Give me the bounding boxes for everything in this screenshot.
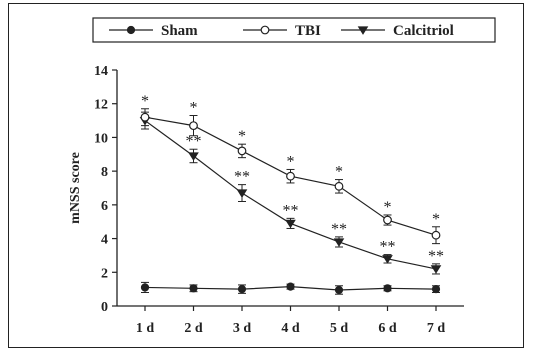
- x-tick-label: 3 d: [233, 321, 252, 336]
- data-point: [430, 265, 442, 274]
- y-tick-label: 4: [101, 233, 108, 248]
- chart-frame: Sham TBI Calcitriol 0 2 4 6 8 10 12 14 1 d 2 d 3 d 4…: [8, 3, 524, 348]
- x-tick-label: 7 d: [427, 321, 446, 336]
- series-layer: ************* ******: [139, 93, 444, 295]
- data-point: [237, 285, 247, 294]
- legend-label: Sham: [161, 23, 198, 39]
- significance-label: *: [190, 100, 198, 117]
- significance-label: *: [238, 128, 246, 145]
- data-point: [431, 285, 441, 294]
- series-calcitriol: ************: [139, 111, 444, 275]
- data-point: [383, 284, 392, 293]
- legend-label: Calcitriol: [393, 23, 454, 39]
- significance-label: *: [432, 211, 440, 228]
- x-tick-label: 1 d: [136, 321, 155, 336]
- y-tick-label: 14: [94, 64, 108, 79]
- significance-label: **: [186, 133, 202, 150]
- data-point: [140, 112, 150, 122]
- significance-label: *: [384, 199, 392, 216]
- series-sham: [140, 281, 441, 295]
- y-tick-label: 0: [101, 300, 108, 315]
- legend-item-sham: Sham: [109, 23, 198, 39]
- legend-marker: [260, 25, 270, 35]
- legend-marker: [126, 25, 136, 35]
- data-point: [334, 285, 344, 295]
- y-tick-label: 8: [101, 165, 108, 180]
- legend-label: TBI: [295, 23, 321, 39]
- y-tick-label: 10: [94, 131, 108, 146]
- significance-label: **: [331, 221, 347, 238]
- x-tick-label: 5 d: [330, 321, 349, 336]
- significance-label: **: [234, 169, 250, 186]
- legend-item-tbi: TBI: [243, 23, 321, 39]
- data-point: [285, 219, 296, 229]
- data-point: [383, 215, 392, 225]
- y-tick-label: 2: [101, 266, 108, 281]
- data-point: [431, 230, 441, 240]
- x-tick-label: 6 d: [378, 321, 397, 336]
- significance-label: **: [428, 248, 444, 265]
- data-point: [333, 238, 345, 247]
- data-point: [189, 284, 198, 293]
- data-point: [189, 121, 198, 131]
- significance-label: *: [335, 164, 343, 181]
- x-tick-label: 4 d: [281, 321, 300, 336]
- significance-label: **: [380, 239, 396, 256]
- data-point: [286, 171, 295, 181]
- data-point: [334, 181, 344, 191]
- y-axis-label: mNSS score: [68, 152, 83, 224]
- significance-label: **: [283, 202, 299, 219]
- chart-svg: Sham TBI Calcitriol 0 2 4 6 8 10 12 14 1 d 2 d 3 d 4…: [68, 17, 496, 336]
- data-point: [237, 146, 247, 156]
- data-point: [286, 282, 295, 291]
- axes: 0 2 4 6 8 10 12 14 1 d 2 d 3 d 4 d 5 d 6 d 7 d mNSS s…: [68, 64, 464, 336]
- series-tbi: * ******: [140, 93, 441, 245]
- data-point: [382, 255, 393, 264]
- significance-label: *: [287, 153, 295, 170]
- legend: Sham TBI Calcitriol: [92, 17, 496, 43]
- significance-label: *: [141, 93, 149, 110]
- legend-marker: [357, 26, 369, 35]
- data-point: [236, 189, 248, 198]
- y-tick-label: 6: [101, 199, 108, 214]
- data-point: [188, 152, 199, 161]
- y-tick-label: 12: [94, 98, 108, 113]
- data-point: [140, 283, 150, 292]
- x-tick-label: 2 d: [184, 321, 203, 336]
- legend-item-calcitriol: Calcitriol: [341, 23, 454, 39]
